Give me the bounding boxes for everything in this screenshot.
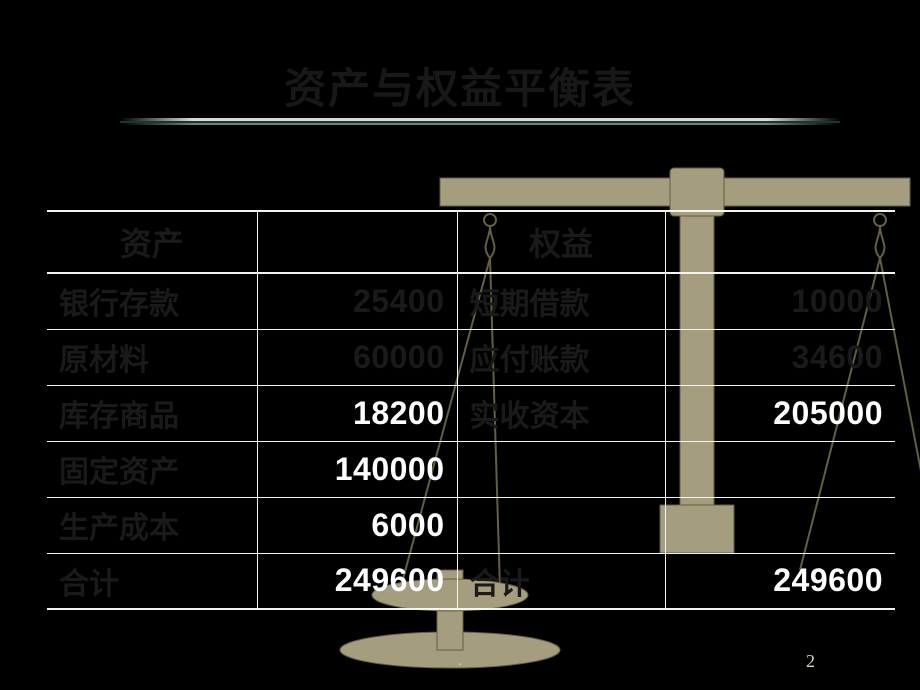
asset-value: 18200 bbox=[353, 395, 444, 431]
asset-name: 合计 bbox=[59, 568, 119, 601]
asset-value: 249600 bbox=[335, 562, 445, 598]
equity-name: 合计 bbox=[470, 568, 530, 601]
asset-value: 25400 bbox=[353, 283, 444, 319]
asset-value: 140000 bbox=[335, 451, 445, 487]
table-header-row: 资产 权益 bbox=[47, 211, 895, 273]
asset-value: 60000 bbox=[353, 339, 444, 375]
asset-name: 银行存款 bbox=[59, 288, 179, 321]
asset-name: 生产成本 bbox=[59, 512, 179, 545]
table-row: 固定资产 140000 bbox=[47, 441, 895, 497]
header-equity: 权益 bbox=[470, 219, 653, 265]
footer-dot: . bbox=[458, 652, 462, 668]
table-row: 合计 249600 合计 249600 bbox=[47, 553, 895, 609]
table-row: 原材料 60000 应付账款 34600 bbox=[47, 329, 895, 385]
equity-name: 实收资本 bbox=[470, 400, 590, 433]
asset-name: 原材料 bbox=[59, 344, 149, 377]
equity-value: 34600 bbox=[792, 339, 883, 375]
table-row: 生产成本 6000 bbox=[47, 497, 895, 553]
table-row: 库存商品 18200 实收资本 205000 bbox=[47, 385, 895, 441]
asset-value: 6000 bbox=[371, 507, 444, 543]
slide-title: 资产与权益平衡表 bbox=[284, 65, 636, 112]
header-asset: 资产 bbox=[59, 219, 245, 265]
table-row: 银行存款 25400 短期借款 10000 bbox=[47, 273, 895, 329]
equity-value: 10000 bbox=[792, 283, 883, 319]
title-divider bbox=[120, 115, 840, 127]
equity-name: 短期借款 bbox=[470, 288, 590, 321]
equity-value: 249600 bbox=[773, 562, 883, 598]
page-number: 2 bbox=[806, 651, 815, 672]
balance-table: 资产 权益 银行存款 25400 短期借款 10000 原材料 60000 应付账款 3460… bbox=[47, 210, 895, 610]
equity-value: 205000 bbox=[773, 395, 883, 431]
equity-name: 应付账款 bbox=[470, 344, 590, 377]
slide-title-area: 资产与权益平衡表 bbox=[0, 55, 920, 116]
asset-name: 固定资产 bbox=[59, 456, 179, 489]
asset-name: 库存商品 bbox=[59, 400, 179, 433]
